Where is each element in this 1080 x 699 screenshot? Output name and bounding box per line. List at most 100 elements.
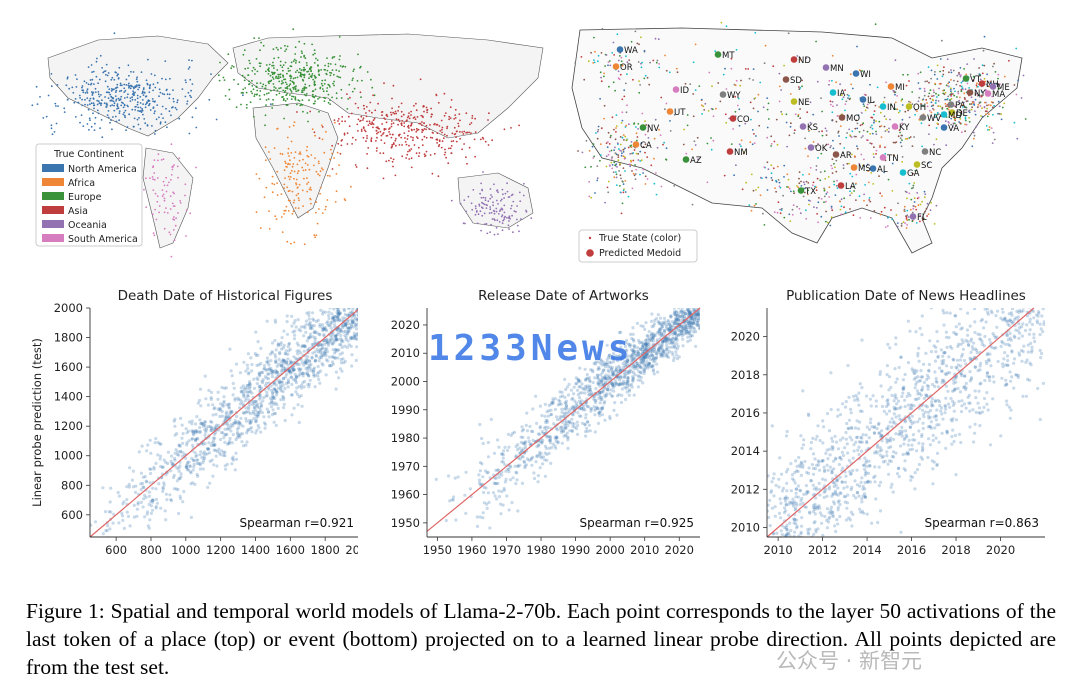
us-point	[600, 127, 603, 130]
us-point	[619, 191, 622, 194]
world-point	[287, 152, 289, 155]
scatter-point	[661, 320, 665, 324]
world-point	[421, 144, 424, 147]
world-point	[292, 88, 295, 90]
us-point	[949, 99, 952, 101]
us-point	[653, 157, 655, 160]
scatter-point	[337, 308, 340, 309]
scatter-point	[226, 424, 230, 428]
state-label: VA	[948, 124, 959, 134]
scatter-point	[270, 394, 275, 398]
scatter-point	[295, 349, 299, 353]
scatter-point	[623, 373, 627, 377]
y-tick-label: 1200	[54, 419, 83, 433]
us-point	[588, 150, 591, 152]
world-point	[318, 208, 320, 210]
scatter-point	[280, 363, 284, 367]
scatter-point	[194, 439, 198, 443]
us-point	[850, 136, 853, 139]
x-tick-label: 2000	[345, 543, 358, 557]
scatter-point	[644, 364, 648, 368]
world-point	[228, 88, 231, 91]
us-point	[640, 142, 643, 145]
scatter-point	[632, 344, 636, 348]
us-point	[639, 160, 642, 162]
world-point	[365, 115, 368, 118]
world-point	[329, 99, 331, 101]
scatter-point	[256, 378, 260, 382]
us-point	[834, 166, 836, 169]
scatter-point	[684, 331, 688, 335]
world-point	[484, 197, 487, 199]
us-point	[937, 100, 940, 102]
world-point	[384, 118, 387, 120]
world-point	[501, 222, 504, 225]
world-point	[264, 146, 267, 149]
scatter-point	[342, 287, 345, 290]
world-point	[463, 130, 466, 133]
world-point	[114, 91, 117, 93]
scatter-point	[227, 402, 231, 406]
world-point	[413, 116, 416, 118]
us-point	[622, 155, 625, 158]
scatter-point	[302, 349, 306, 353]
us-point	[659, 134, 662, 137]
scatter-point	[671, 324, 675, 328]
us-point	[621, 136, 624, 139]
us-point	[936, 111, 939, 114]
us-point	[832, 105, 834, 108]
scatter-point	[142, 485, 146, 489]
us-point	[997, 77, 999, 80]
us-point	[950, 69, 952, 71]
world-point	[392, 165, 394, 168]
us-point	[802, 195, 805, 198]
scatter-point	[311, 351, 315, 355]
world-point	[319, 192, 321, 195]
scatter-point	[286, 352, 290, 356]
world-point	[269, 158, 272, 160]
scatter-point	[502, 488, 506, 492]
world-point	[423, 122, 425, 125]
world-point	[335, 92, 338, 95]
world-point	[86, 90, 88, 92]
scatter-point	[348, 312, 352, 316]
scatter-point	[244, 406, 248, 410]
us-point	[842, 152, 845, 154]
world-point	[173, 239, 176, 242]
world-point	[253, 37, 256, 39]
world-point	[391, 143, 394, 146]
us-point	[977, 103, 980, 106]
world-point	[360, 96, 362, 99]
us-point	[839, 142, 842, 145]
world-point	[408, 158, 411, 160]
scatter-point	[201, 442, 205, 446]
scatter-point	[205, 447, 210, 451]
scatter-point	[242, 360, 246, 364]
world-point	[263, 93, 266, 96]
scatter-point	[658, 327, 662, 332]
scatter-point	[355, 288, 358, 291]
us-point	[928, 81, 930, 84]
us-point	[960, 110, 963, 113]
y-tick-label: 800	[61, 478, 83, 492]
scatter-point	[220, 409, 224, 414]
scatter-point	[673, 319, 677, 323]
scatter-point	[486, 455, 491, 459]
scatter-point	[211, 474, 215, 478]
scatter-point	[234, 437, 238, 442]
us-point	[930, 201, 932, 204]
world-point	[303, 89, 305, 92]
scatter-point	[323, 352, 327, 356]
world-point	[415, 136, 418, 138]
scatter-point	[337, 348, 341, 352]
scatter-point	[132, 503, 136, 507]
us-point	[615, 153, 618, 156]
scatter-point	[349, 310, 353, 314]
scatter-point	[502, 449, 506, 453]
world-point	[310, 154, 313, 156]
scatter-point	[252, 399, 256, 404]
us-point	[788, 134, 791, 137]
world-point	[503, 197, 505, 199]
scatter-point	[547, 438, 551, 442]
scatter-point	[351, 320, 355, 324]
